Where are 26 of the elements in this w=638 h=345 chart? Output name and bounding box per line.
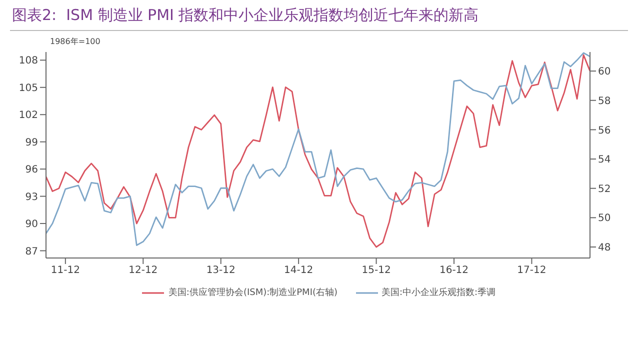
x-tick-label: 16-12 xyxy=(439,265,469,276)
y-tick-label: 102 xyxy=(18,110,38,122)
y2-tick-label: 50 xyxy=(598,213,611,224)
y-tick-label: 99 xyxy=(25,137,38,148)
y2-tick-label: 56 xyxy=(598,125,611,136)
y2-tick-label: 60 xyxy=(598,66,611,78)
x-tick-label: 13-12 xyxy=(206,265,236,276)
y-tick-label: 90 xyxy=(25,219,38,230)
y2-tick-label: 58 xyxy=(598,96,611,107)
chart-title: 图表2: ISM 制造业 PMI 指数和中小企业乐观指数均创近七年来的新高 xyxy=(12,6,479,25)
legend-label: 美国:中小企业乐观指数:季调 xyxy=(382,286,496,299)
y-tick-label: 105 xyxy=(18,82,38,94)
y-tick-label: 96 xyxy=(25,164,38,176)
y2-tick-label: 54 xyxy=(598,154,611,166)
x-tick-label: 11-12 xyxy=(50,265,80,276)
text: 1986年=100 xyxy=(50,36,100,47)
y-tick-label: 93 xyxy=(25,192,38,203)
x-tick-label: 12-12 xyxy=(128,265,158,276)
y2-tick-label: 52 xyxy=(598,184,611,195)
x-tick-label: 17-12 xyxy=(517,265,546,276)
x-tick-label: 15-12 xyxy=(362,265,391,276)
y2-tick-label: 48 xyxy=(598,242,611,254)
y-tick-label: 108 xyxy=(18,56,38,67)
legend-label: 美国:供应管理协会(ISM):制造业PMI(右轴) xyxy=(168,286,338,299)
y-tick-label: 87 xyxy=(25,246,38,258)
x-tick-label: 14-12 xyxy=(284,265,314,276)
